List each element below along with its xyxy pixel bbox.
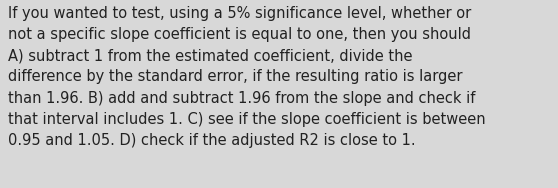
Text: If you wanted to test, using a 5% significance level, whether or
not a specific : If you wanted to test, using a 5% signif… (8, 6, 486, 148)
